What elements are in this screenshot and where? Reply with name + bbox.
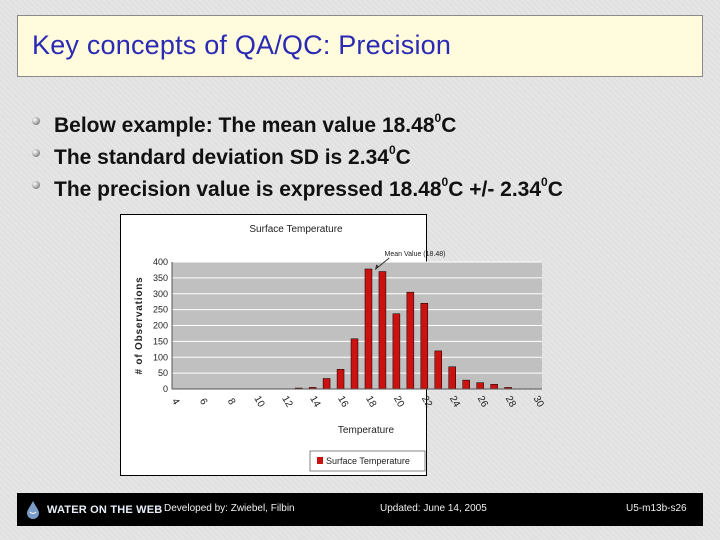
x-tick-label: 10 [251, 394, 266, 410]
legend: Surface Temperature [309, 450, 426, 472]
x-tick-label: 18 [363, 394, 378, 410]
bar [476, 382, 484, 390]
y-tick-label: 250 [153, 305, 168, 315]
bar [462, 379, 470, 390]
y-tick-label: 50 [158, 368, 168, 378]
x-axis-label: Temperature [338, 425, 395, 436]
footer-developed: Developed by: Zwiebel, Filbin [164, 503, 295, 514]
y-tick-label: 350 [153, 273, 168, 283]
y-tick-label: 200 [153, 321, 168, 331]
bar [490, 383, 498, 390]
x-tick-label: 22 [419, 394, 434, 410]
x-tick-label: 24 [447, 394, 462, 410]
y-tick-label: 0 [163, 384, 168, 394]
chart-title: Surface Temperature [249, 224, 343, 235]
footer-updated: Updated: June 14, 2005 [380, 503, 487, 514]
bullet-suffix: C [395, 146, 411, 169]
x-tick-label: 26 [475, 394, 490, 410]
bar [392, 313, 401, 390]
x-tick-label: 14 [307, 394, 322, 410]
bullet-suffix: C [441, 114, 457, 137]
bar [448, 366, 456, 390]
bullet-icon [32, 181, 40, 189]
footer-bar: WATER ON THE WEB Developed by: Zwiebel, … [17, 493, 703, 526]
x-tick-label: 8 [225, 397, 238, 408]
bar [350, 338, 359, 390]
x-tick-label: 12 [279, 394, 294, 410]
y-tick-label: 150 [153, 336, 168, 346]
bar [322, 378, 331, 390]
legend-box [309, 450, 426, 472]
bar [336, 369, 345, 390]
chart-svg: Surface Temperature Mean Value (18.48) 0… [120, 214, 546, 476]
bar [434, 350, 443, 390]
x-tick-label: 30 [531, 394, 546, 410]
plot-area: 0 50 100 150 200 250 300 350 400 4 6 8 10 12 14 16 18 20 2… [153, 257, 546, 410]
bar [420, 303, 429, 390]
bullet-item: Below example: The mean value 18.480C [30, 104, 563, 137]
x-tick-label: 4 [169, 397, 182, 408]
footer-code: U5-m13b-s26 [626, 503, 687, 514]
logo-text: WATER ON THE WEB [47, 504, 163, 516]
logo: WATER ON THE WEB [25, 499, 162, 521]
x-tick-label: 28 [503, 394, 518, 410]
bar [378, 271, 387, 390]
y-axis-label: # of Observations [134, 276, 145, 374]
y-tick-label: 300 [153, 289, 168, 299]
bullet-icon [32, 149, 40, 157]
bullet-sup: 0 [541, 175, 548, 189]
x-tick-label: 6 [197, 397, 210, 408]
y-tick-label: 400 [153, 257, 168, 267]
bullet-list: Below example: The mean value 18.480C Th… [30, 104, 563, 201]
bullet-text: Below example: The mean value 18.48 [54, 114, 435, 137]
bullet-item: The standard deviation SD is 2.340C [30, 136, 563, 169]
water-drop-icon [27, 501, 39, 519]
bullet-text: The precision value is expressed 18.48 [54, 178, 442, 201]
legend-label: Surface Temperature [326, 456, 410, 466]
bullet-item: The precision value is expressed 18.480C… [30, 168, 563, 201]
bar [364, 268, 373, 390]
bar [406, 291, 415, 390]
legend-swatch [317, 457, 323, 464]
bullet-icon [32, 117, 40, 125]
annotation-arrowhead [375, 264, 380, 270]
bullet-sup: 0 [388, 143, 396, 157]
title-box: Key concepts of QA/QC: Precision [17, 15, 703, 77]
y-tick-label: 100 [153, 352, 168, 362]
x-tick-label: 16 [335, 394, 350, 410]
bullet-sup: 0 [434, 111, 442, 125]
bullet-sup: 0 [441, 175, 449, 189]
bullet-suffix: C +/- 2.34 [448, 178, 542, 201]
chart-annotation: Mean Value (18.48) [385, 251, 446, 258]
slide-title: Key concepts of QA/QC: Precision [32, 30, 452, 60]
bullet-suffix: C [547, 178, 563, 201]
bullet-text: The standard deviation SD is 2.34 [54, 146, 389, 169]
x-tick-label: 20 [391, 394, 406, 410]
chart: Surface Temperature Mean Value (18.48) 0… [120, 214, 560, 476]
